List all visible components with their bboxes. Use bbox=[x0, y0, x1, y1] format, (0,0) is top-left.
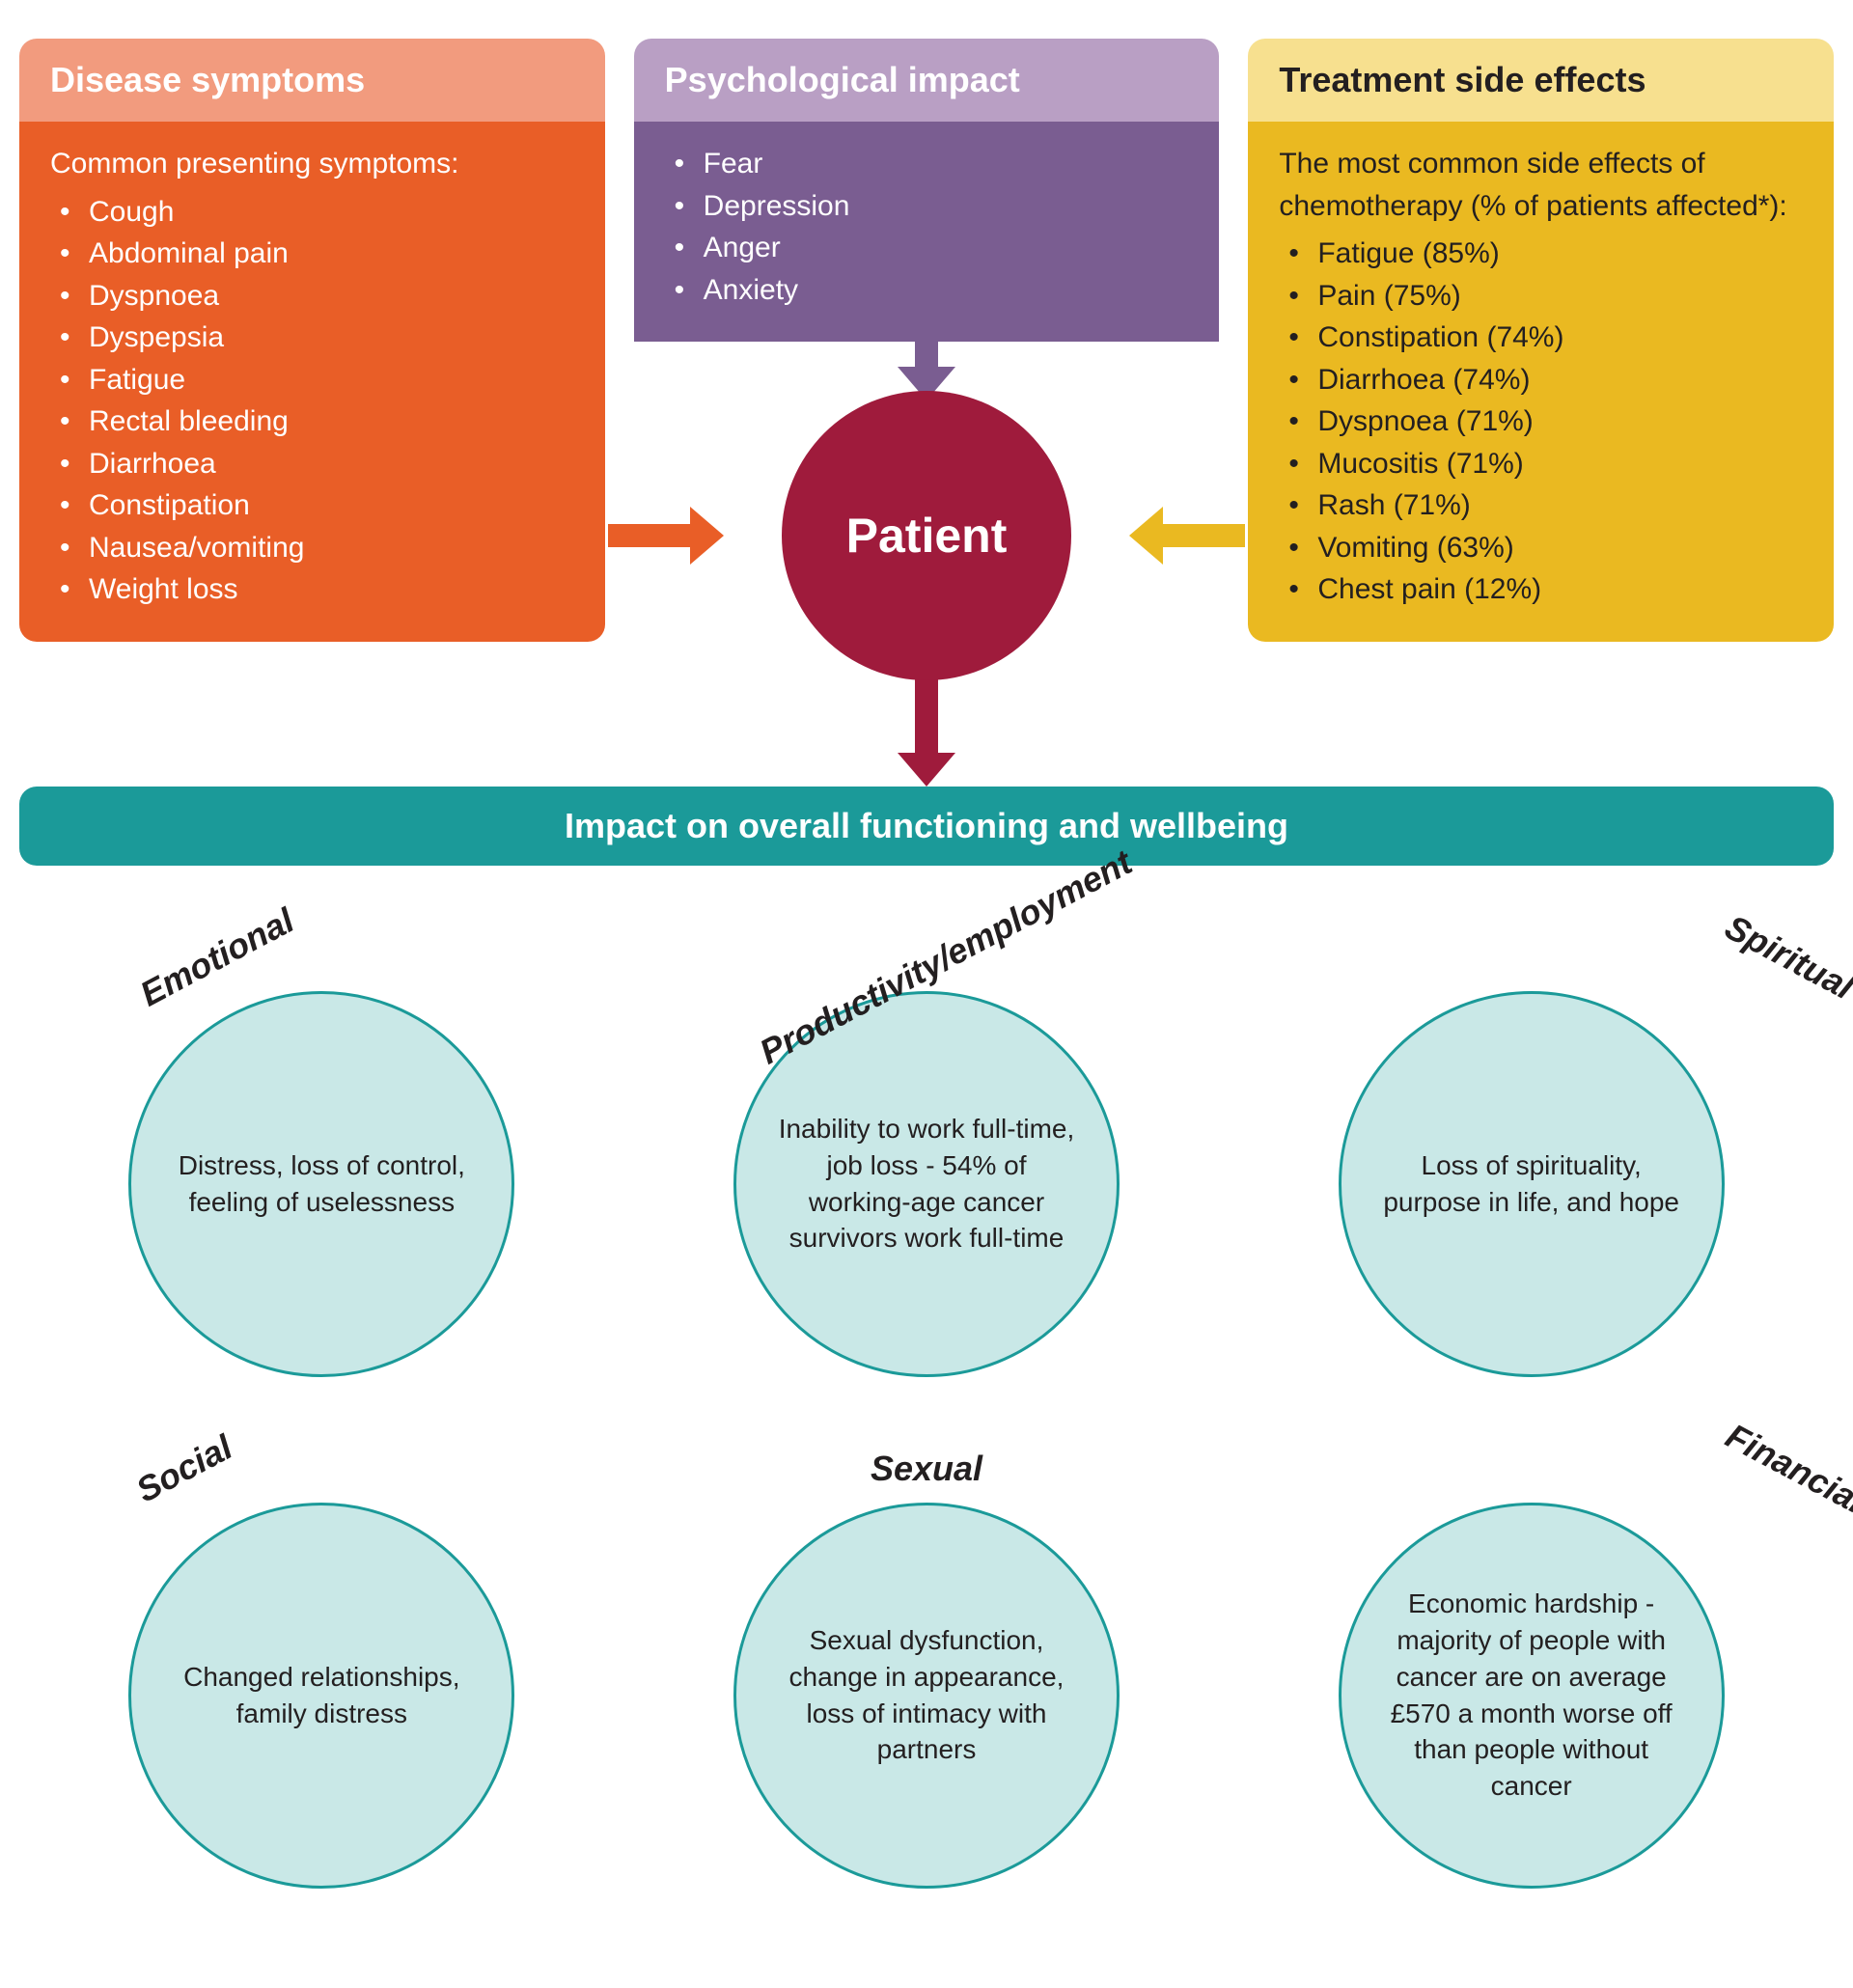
impact-label: Spiritual bbox=[1718, 906, 1853, 1008]
card-side-effects-list: Fatigue (85%)Pain (75%)Constipation (74%… bbox=[1279, 233, 1803, 611]
list-item: Rectal bleeding bbox=[60, 400, 574, 443]
arrow-from-symptoms bbox=[608, 507, 724, 565]
card-symptoms: Disease symptoms Common presenting sympt… bbox=[19, 39, 605, 642]
arrow-from-side-effects bbox=[1129, 507, 1245, 565]
list-item: Chest pain (12%) bbox=[1288, 568, 1803, 611]
list-item: Pain (75%) bbox=[1288, 275, 1803, 318]
list-item: Cough bbox=[60, 191, 574, 234]
list-item: Weight loss bbox=[60, 568, 574, 611]
list-item: Dyspepsia bbox=[60, 317, 574, 359]
list-item: Nausea/vomiting bbox=[60, 527, 574, 569]
impact-circles-grid: EmotionalDistress, loss of control, feel… bbox=[19, 924, 1834, 1889]
impact-circle: Changed relationships, family distress bbox=[128, 1503, 514, 1889]
impact-circle: Distress, loss of control, feeling of us… bbox=[128, 991, 514, 1377]
impact-title: Impact on overall functioning and wellbe… bbox=[565, 806, 1288, 845]
list-item: Mucositis (71%) bbox=[1288, 443, 1803, 485]
card-psych-list: FearDepressionAngerAnxiety bbox=[665, 143, 1189, 311]
impact-circle-block: SpiritualLoss of spirituality, purpose i… bbox=[1310, 924, 1754, 1377]
card-symptoms-intro: Common presenting symptoms: bbox=[50, 143, 574, 185]
list-item: Fatigue (85%) bbox=[1288, 233, 1803, 275]
impact-circle-block: FinancialEconomic hardship - majority of… bbox=[1310, 1435, 1754, 1889]
list-item: Depression bbox=[675, 185, 1189, 228]
impact-label: Social bbox=[130, 1426, 239, 1510]
impact-circle: Sexual dysfunction, change in appearance… bbox=[733, 1503, 1120, 1889]
impact-circle-block: EmotionalDistress, loss of control, feel… bbox=[99, 924, 543, 1377]
list-item: Constipation (74%) bbox=[1288, 317, 1803, 359]
arrow-to-impact bbox=[898, 671, 955, 787]
list-item: Rash (71%) bbox=[1288, 484, 1803, 527]
list-item: Diarrhoea bbox=[60, 443, 574, 485]
list-item: Fear bbox=[675, 143, 1189, 185]
impact-circle: Economic hardship - majority of people w… bbox=[1339, 1503, 1725, 1889]
list-item: Vomiting (63%) bbox=[1288, 527, 1803, 569]
impact-bar: Impact on overall functioning and wellbe… bbox=[19, 787, 1834, 866]
list-item: Dyspnoea bbox=[60, 275, 574, 318]
list-item: Fatigue bbox=[60, 359, 574, 401]
card-side-effects: Treatment side effects The most common s… bbox=[1248, 39, 1834, 642]
list-item: Dyspnoea (71%) bbox=[1288, 400, 1803, 443]
card-symptoms-body: Common presenting symptoms: CoughAbdomin… bbox=[19, 122, 605, 642]
card-psych-title: Psychological impact bbox=[634, 39, 1220, 122]
patient-label: Patient bbox=[846, 508, 1008, 564]
list-item: Constipation bbox=[60, 484, 574, 527]
card-side-effects-intro: The most common side effects of chemothe… bbox=[1279, 143, 1803, 227]
impact-circle-block: SocialChanged relationships, family dist… bbox=[99, 1435, 543, 1889]
list-item: Abdominal pain bbox=[60, 233, 574, 275]
impact-label: Sexual bbox=[871, 1449, 982, 1489]
list-item: Diarrhoea (74%) bbox=[1288, 359, 1803, 401]
patient-circle: Patient bbox=[782, 391, 1071, 680]
card-symptoms-title: Disease symptoms bbox=[19, 39, 605, 122]
card-symptoms-list: CoughAbdominal painDyspnoeaDyspepsiaFati… bbox=[50, 191, 574, 611]
list-item: Anger bbox=[675, 227, 1189, 269]
diagram-container: Disease symptoms Common presenting sympt… bbox=[19, 39, 1834, 1889]
impact-circle-block: Productivity/employmentInability to work… bbox=[705, 924, 1148, 1377]
impact-label: Financial bbox=[1719, 1415, 1853, 1521]
impact-circle-block: Sexual Sexual dysfunction, change in appe… bbox=[705, 1435, 1148, 1889]
card-side-effects-title: Treatment side effects bbox=[1248, 39, 1834, 122]
card-side-effects-body: The most common side effects of chemothe… bbox=[1248, 122, 1834, 642]
arrow-from-psych bbox=[898, 304, 955, 400]
impact-circle: Loss of spirituality, purpose in life, a… bbox=[1339, 991, 1725, 1377]
